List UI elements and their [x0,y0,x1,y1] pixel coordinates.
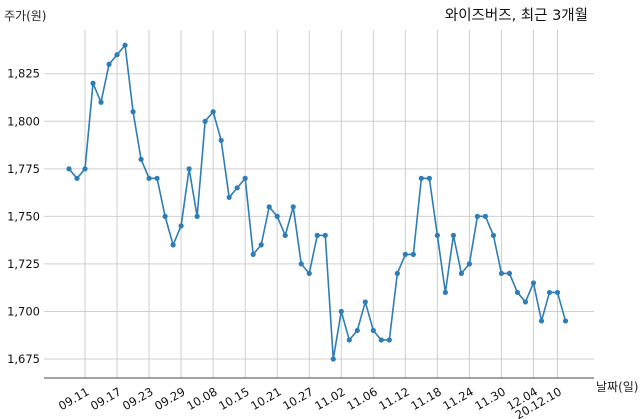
data-point [226,194,232,200]
x-tick-label: 09.29 [152,384,188,413]
data-point [298,261,304,267]
x-tick-label: 10.15 [216,384,252,413]
y-tick-label: 1,825 [7,67,40,81]
data-point [402,251,408,257]
data-point [450,232,456,238]
data-point [378,337,384,343]
y-tick-labels: 1,675 1,700 1,725 1,750 1,775 1,800 1,825 [7,67,40,366]
data-point [490,232,497,238]
data-point [114,52,120,58]
data-point [306,270,312,277]
grid-lines [44,30,594,378]
data-points [66,42,569,362]
data-point [194,213,200,219]
data-point [354,327,360,334]
data-point [506,270,513,277]
data-point [90,80,96,86]
x-tick-label: 11.12 [376,384,412,413]
data-point [458,270,464,277]
data-point [234,185,240,191]
y-tick-label: 1,725 [7,257,40,271]
data-point [322,232,328,238]
data-point [146,175,152,181]
x-tick-label: 11.24 [440,384,476,413]
data-point [266,204,272,210]
data-point [202,118,208,124]
y-tick-label: 1,775 [7,162,40,176]
data-point [138,156,144,162]
data-point [242,175,248,181]
data-point [154,175,160,181]
data-point [106,61,112,67]
data-point [122,42,128,48]
data-point [530,280,537,286]
data-point [554,289,561,296]
x-tick-label: 09.17 [88,384,124,413]
data-point [538,318,545,324]
y-tick-label: 1,800 [7,114,40,128]
data-point [546,289,553,296]
y-axis-label: 주가(원) [4,9,46,23]
data-point [66,166,72,172]
data-point [522,299,529,305]
data-point [210,109,216,115]
x-tick-label: 10.27 [280,384,316,413]
y-tick-label: 1,675 [7,352,40,366]
data-point [314,232,320,238]
x-tick-label: 11.30 [472,384,508,413]
y-tick-label: 1,700 [7,304,40,318]
x-tick-label: 09.23 [120,384,156,413]
data-point [82,166,88,172]
data-point [386,337,392,343]
x-tick-labels: 09.1109.1709.2309.2910.0810.1510.2110.27… [56,384,564,419]
data-point [362,299,368,305]
x-tick-label: 11.02 [312,384,348,413]
data-point [466,261,473,267]
data-point [370,327,376,334]
data-point [562,318,569,324]
data-point [434,232,440,238]
x-tick-label: 10.21 [248,384,284,413]
chart-title: 와이즈버즈, 최근 3개월 [445,7,588,24]
x-axis-label: 날짜(일) [596,380,638,394]
data-point [98,99,104,105]
data-point [250,251,256,257]
data-point [338,308,344,315]
data-point [442,289,448,296]
data-point [218,137,224,143]
data-point [330,356,336,362]
data-point [514,289,521,296]
x-tick-label: 10.08 [184,384,220,413]
data-point [498,270,505,277]
data-point [418,175,424,181]
x-tick-label: 11.06 [344,384,380,413]
data-point [410,251,416,257]
data-point [282,232,288,238]
data-point [426,175,432,181]
data-point [178,223,184,229]
data-point [258,242,264,248]
data-point [474,213,481,219]
data-point [346,337,352,343]
data-point [394,270,400,277]
data-point [186,166,192,172]
data-point [170,242,176,248]
x-tick-label: 11.18 [408,384,444,413]
data-point [274,213,280,219]
data-point [74,175,80,181]
data-point [290,204,296,210]
y-tick-label: 1,750 [7,209,40,223]
x-tick-label: 09.11 [56,384,92,413]
data-point [130,109,136,115]
data-point [482,213,489,219]
data-point [162,213,168,219]
